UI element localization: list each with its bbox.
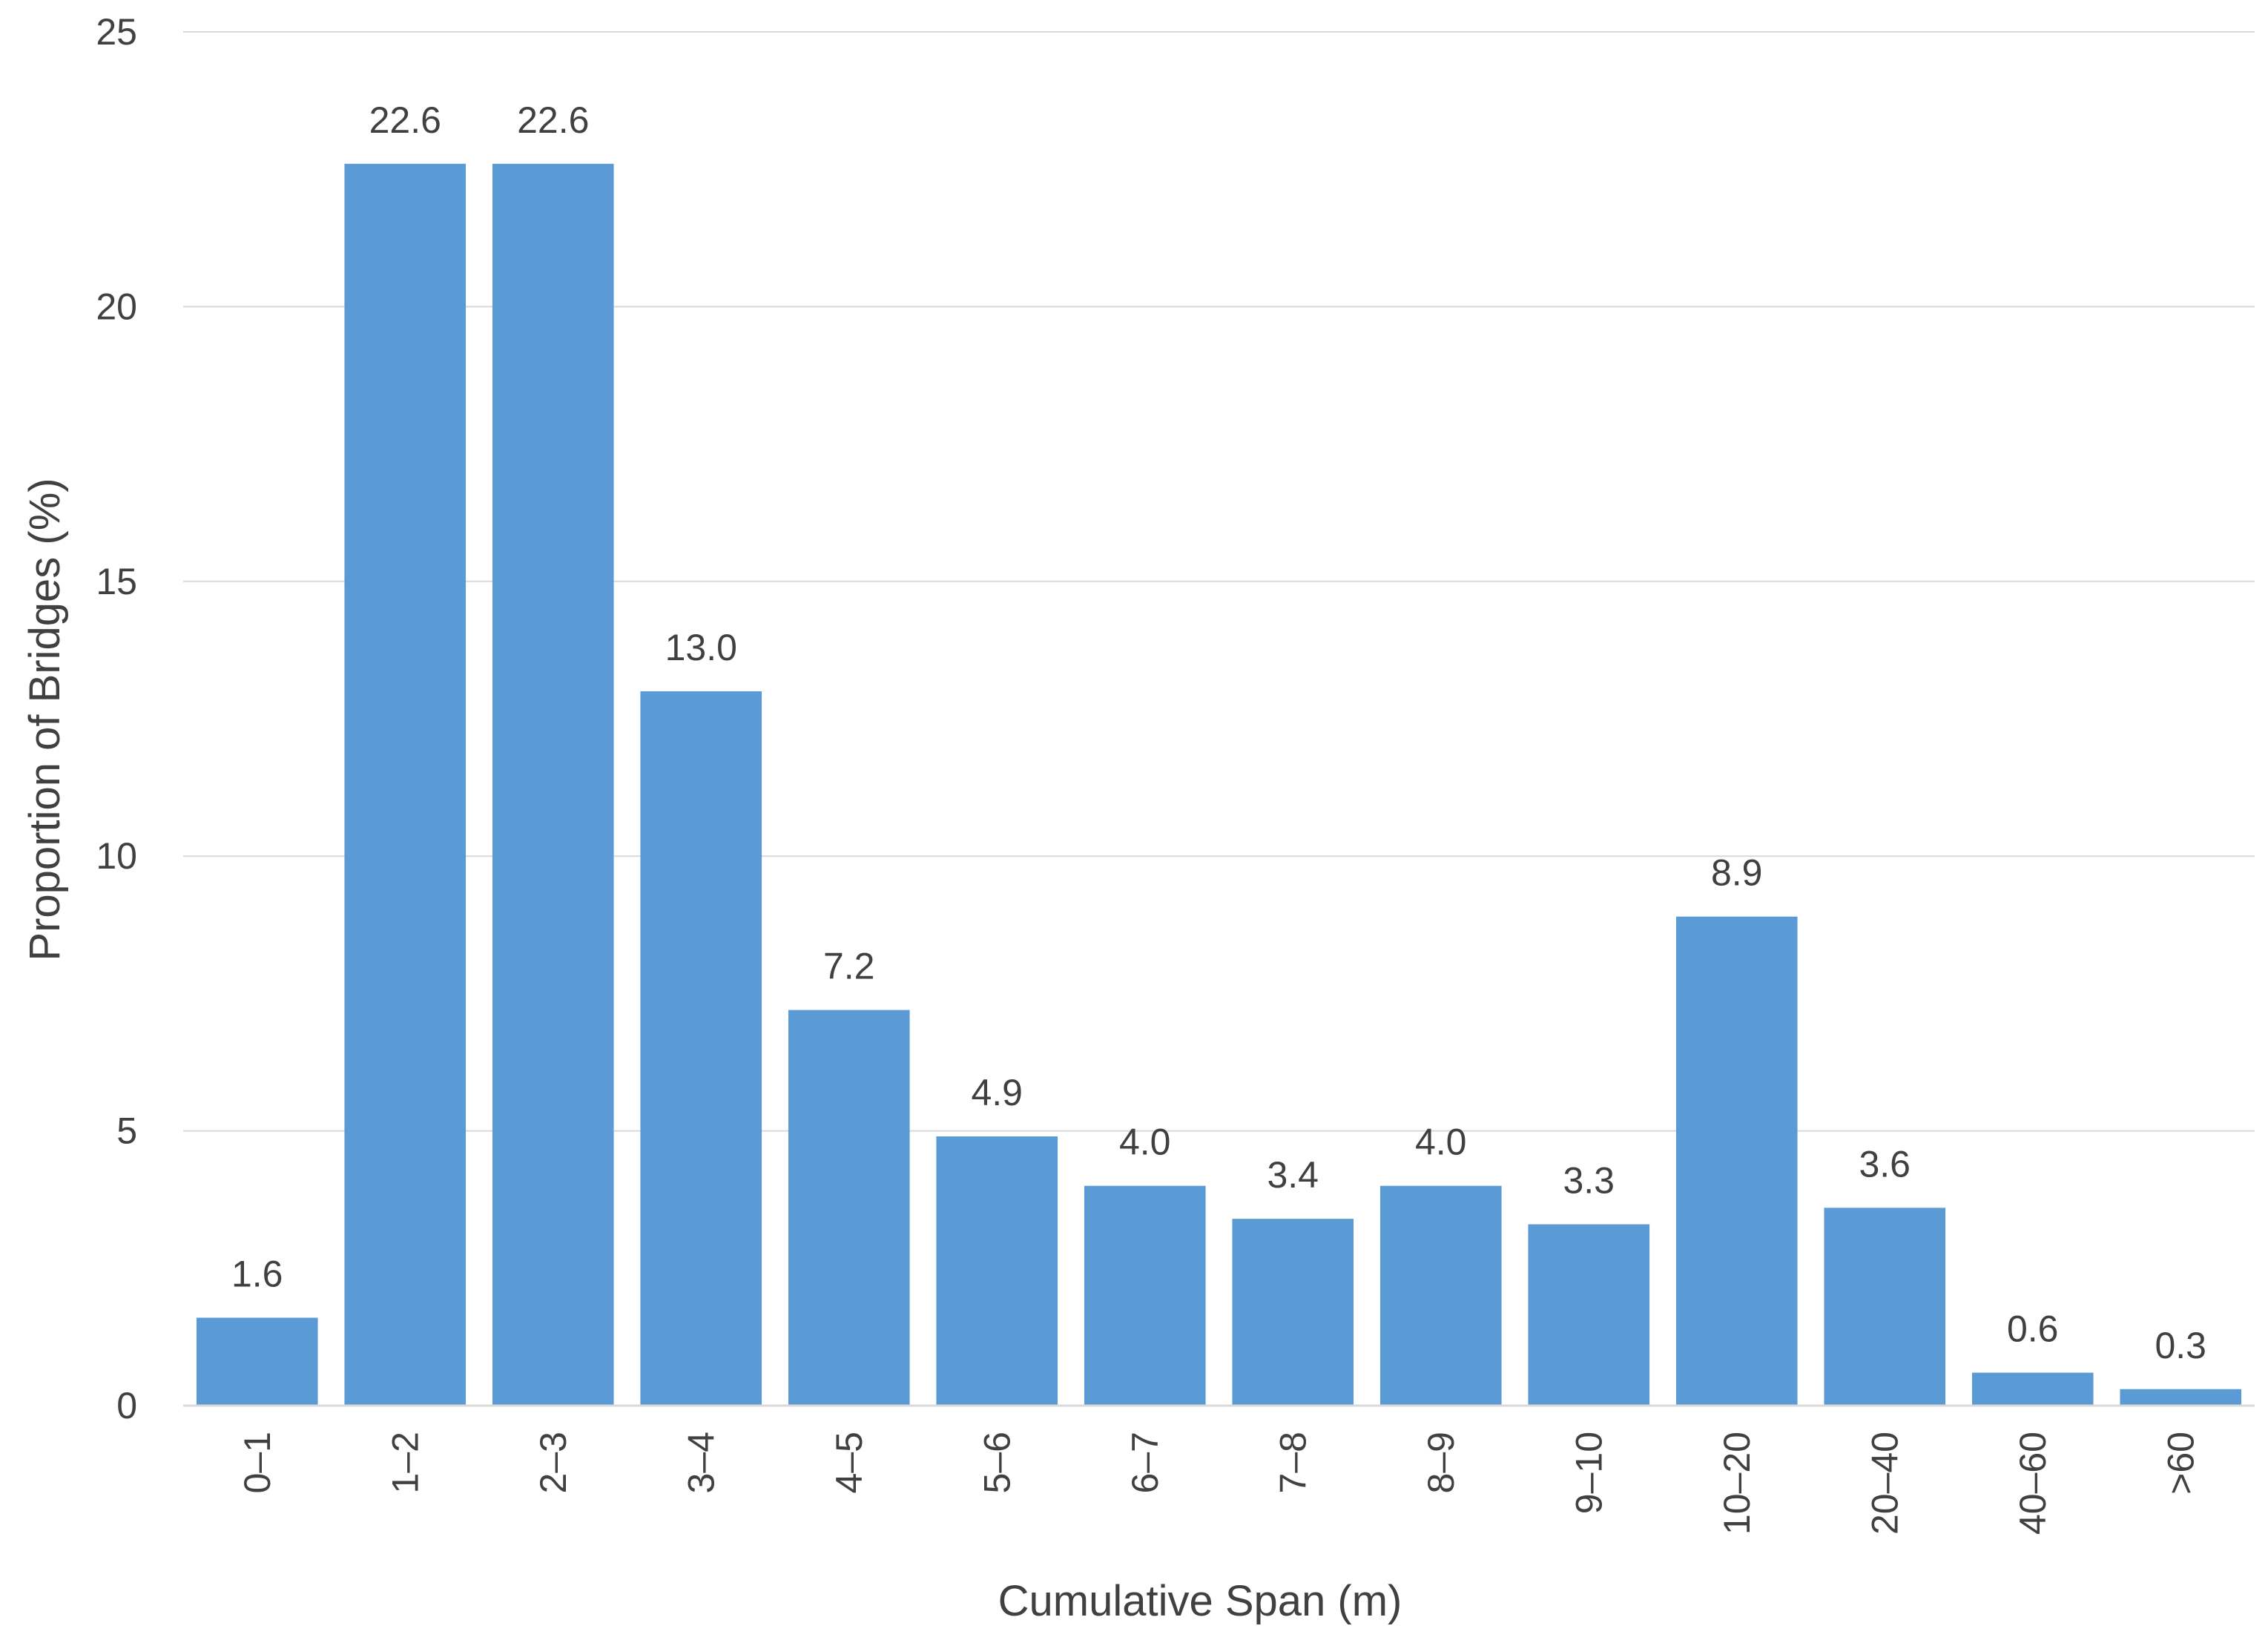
y-tick-label: 10 — [96, 835, 137, 877]
x-tick-label: 6–7 — [1124, 1432, 1166, 1493]
y-tick-label: 20 — [96, 286, 137, 327]
x-tick-label: 8–9 — [1420, 1432, 1462, 1493]
x-axis-ticks: 0–1 1–2 2–3 3–4 4–5 5–6 6–7 7–8 8–9 9–10 10–20 20–4… — [237, 1432, 2202, 1535]
data-label: 0.6 — [2007, 1308, 2059, 1350]
bar — [1528, 1224, 1650, 1406]
data-label: 4.9 — [971, 1072, 1023, 1113]
bars — [196, 163, 2242, 1406]
x-tick-label: >60 — [2160, 1432, 2201, 1495]
y-axis-title: Proportion of Bridges (%) — [21, 478, 69, 961]
bar — [1379, 1185, 1502, 1406]
x-tick-label: 20–40 — [1864, 1432, 1905, 1535]
bar — [1824, 1208, 1946, 1406]
data-label: 7.2 — [823, 946, 875, 987]
y-tick-label: 15 — [96, 561, 137, 602]
data-label: 22.6 — [369, 99, 441, 141]
bar — [1675, 916, 1798, 1406]
bar — [492, 163, 614, 1406]
bar — [1232, 1219, 1354, 1406]
x-tick-label: 9–10 — [1568, 1432, 1609, 1514]
bar — [640, 691, 762, 1406]
data-label: 0.3 — [2155, 1325, 2206, 1366]
bar — [1971, 1372, 2094, 1406]
x-tick-label: 5–6 — [976, 1432, 1018, 1493]
bar — [2120, 1389, 2242, 1406]
x-tick-label: 4–5 — [828, 1432, 870, 1493]
data-label: 8.9 — [1711, 852, 1763, 894]
x-tick-label: 0–1 — [237, 1432, 278, 1493]
data-label: 4.0 — [1119, 1122, 1171, 1163]
y-tick-label: 25 — [96, 11, 137, 53]
bar — [1084, 1185, 1206, 1406]
data-label: 13.0 — [665, 627, 737, 668]
data-label: 1.6 — [231, 1253, 283, 1294]
x-tick-label: 3–4 — [680, 1432, 722, 1493]
bar — [196, 1317, 318, 1406]
data-label: 3.4 — [1267, 1154, 1319, 1196]
data-labels: 1.6 22.6 22.6 13.0 7.2 4.9 4.0 3.4 4.0 3.3 8.9 3.6 0… — [231, 99, 2206, 1366]
x-axis-title: Cumulative Span (m) — [998, 1577, 1402, 1625]
x-tick-label: 40–60 — [2012, 1432, 2054, 1535]
y-tick-label: 5 — [116, 1110, 137, 1152]
bar — [788, 1010, 910, 1406]
x-tick-label: 7–8 — [1272, 1432, 1313, 1493]
data-label: 3.6 — [1859, 1143, 1911, 1185]
data-label: 3.3 — [1563, 1160, 1615, 1202]
data-label: 4.0 — [1415, 1122, 1467, 1163]
x-tick-label: 1–2 — [384, 1432, 426, 1493]
data-label: 22.6 — [517, 99, 589, 141]
x-tick-label: 2–3 — [533, 1432, 574, 1493]
y-axis-ticks: 0 5 10 15 20 25 — [96, 11, 137, 1426]
y-tick-label: 0 — [116, 1385, 137, 1426]
bar — [344, 163, 467, 1406]
x-tick-label: 10–20 — [1716, 1432, 1758, 1535]
bar — [936, 1136, 1058, 1406]
